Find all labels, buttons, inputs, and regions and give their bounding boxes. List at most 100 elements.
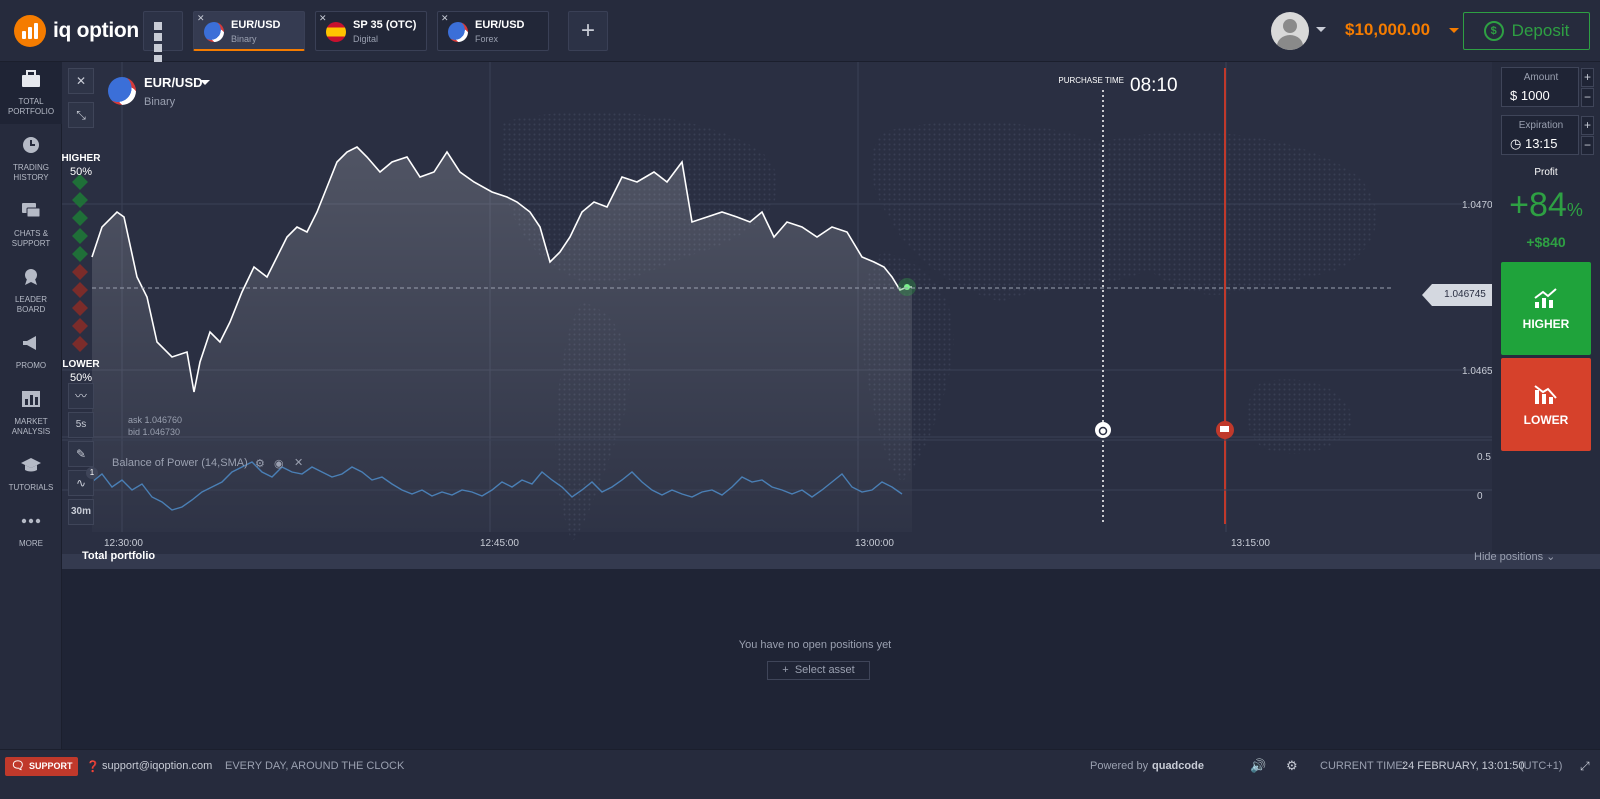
chat-icon	[22, 203, 41, 218]
higher-button-label: HIGHER	[1522, 317, 1570, 331]
support-email[interactable]: support@iqoption.com	[102, 760, 213, 772]
portfolio-header	[62, 554, 1600, 569]
close-chart-button[interactable]: ✕	[68, 68, 94, 94]
amount-increase-button[interactable]: +	[1581, 68, 1594, 87]
gear-icon[interactable]: ⚙	[255, 458, 265, 470]
stopwatch-icon	[1095, 422, 1111, 438]
gear-icon[interactable]: ⚙	[1286, 758, 1298, 773]
tab-asset-type: Binary	[231, 34, 257, 44]
expiration-label: Expiration	[1518, 120, 1564, 131]
quadcode-logo[interactable]: quadcode	[1152, 760, 1204, 772]
price-line	[91, 146, 912, 393]
logo[interactable]: iq option	[14, 14, 139, 48]
portfolio-title: Total portfolio	[82, 550, 156, 562]
chevron-down-icon: ⌄	[1546, 551, 1556, 563]
sidebar-item-label: CHATS & SUPPORT	[11, 229, 51, 248]
tab-asset-name: SP 35 (OTC)	[353, 19, 417, 31]
balance-of-power-line	[91, 461, 903, 511]
sentiment-lower-pct: 50%	[69, 372, 93, 384]
sidebar-item-market-analysis[interactable]: MARKET ANALYSIS	[0, 382, 62, 444]
sidebar-item-label: TOTAL PORTFOLIO	[7, 97, 55, 116]
y-tick-label: 1.0470	[1462, 200, 1493, 211]
amount-field[interactable]: Amount $ 1000	[1501, 67, 1579, 107]
x-tick-label: 13:15:00	[1231, 538, 1270, 549]
close-icon[interactable]: ✕	[294, 457, 304, 469]
chart-type-button[interactable]: 〰	[68, 383, 94, 409]
support-button[interactable]: 🗨 SUPPORT	[5, 757, 78, 776]
expiration-increase-button[interactable]: +	[1581, 116, 1594, 135]
grid-icon	[154, 22, 162, 30]
higher-button[interactable]: HIGHER	[1501, 262, 1591, 355]
sidebar-item-label: MARKET ANALYSIS	[11, 417, 51, 436]
expiration-field[interactable]: Expiration ◷ 13:15	[1501, 115, 1579, 155]
sidebar-item-total-portfolio[interactable]: TOTAL PORTFOLIO	[0, 62, 62, 124]
select-asset-button[interactable]: + Select asset	[767, 661, 870, 680]
fullscreen-icon[interactable]: ⤢	[1580, 759, 1590, 773]
sentiment-higher-label: HIGHER	[61, 153, 101, 164]
bid-price: bid 1.046730	[128, 427, 181, 437]
price-chart[interactable]: ✕ ⤡ 〰 5s ✎ ∿ 1 30m	[62, 62, 1492, 554]
account-balance[interactable]: $10,000.00	[1345, 20, 1431, 39]
indicator-label: Balance of Power (14,SMA)	[112, 457, 248, 469]
spain-flag-icon	[326, 22, 346, 42]
eu-us-flag-icon	[108, 77, 136, 105]
left-sidebar: TOTAL PORTFOLIO TRADING HISTORY CHATS & …	[0, 62, 62, 765]
candle-interval-button[interactable]: 5s	[68, 412, 94, 438]
drawing-tools-button[interactable]: ✎	[68, 441, 94, 467]
graduation-cap-icon	[21, 458, 41, 472]
sidebar-item-label: LEADER BOARD	[14, 295, 47, 314]
asset-tab-sp35[interactable]: ✕ SP 35 (OTC) Digital	[315, 11, 427, 51]
brand-name: iq option	[53, 19, 139, 42]
sidebar-item-tutorials[interactable]: TUTORIALS	[0, 448, 62, 500]
x-tick-label: 12:45:00	[480, 538, 519, 549]
amount-value[interactable]: $ 1000	[1510, 88, 1550, 103]
amount-decrease-button[interactable]: −	[1581, 88, 1594, 107]
current-price-tag: 1.046745	[1422, 284, 1498, 306]
asset-tab-eurusd-binary[interactable]: ✕ EUR/USD Binary	[193, 11, 305, 51]
amount-label: Amount	[1523, 72, 1559, 83]
timeframe-button[interactable]: 30m	[68, 499, 94, 525]
avatar[interactable]	[1271, 12, 1309, 50]
asset-tab-eurusd-forex[interactable]: ✕ EUR/USD Forex	[437, 11, 549, 51]
add-asset-button[interactable]: +	[568, 11, 608, 51]
close-icon[interactable]: ✕	[197, 13, 205, 23]
trend-down-icon	[1534, 385, 1557, 404]
collapse-chart-button[interactable]: ⤡	[68, 102, 94, 128]
deposit-label: Deposit	[1511, 21, 1570, 40]
lower-button[interactable]: LOWER	[1501, 358, 1591, 451]
sidebar-item-more[interactable]: MORE	[0, 504, 62, 556]
sidebar-item-promo[interactable]: PROMO	[0, 326, 62, 378]
sentiment-bar	[72, 174, 88, 352]
current-price-dot	[904, 284, 910, 290]
speaker-icon[interactable]: 🔊	[1250, 758, 1267, 773]
sidebar-item-chats-support[interactable]: CHATS & SUPPORT	[0, 194, 62, 256]
eu-us-flag-icon	[448, 22, 468, 42]
expiration-value[interactable]: ◷ 13:15	[1510, 136, 1558, 151]
dots-icon	[21, 518, 41, 524]
lower-button-label: LOWER	[1523, 413, 1569, 427]
x-tick-label: 12:30:00	[104, 538, 143, 549]
close-icon[interactable]: ✕	[319, 13, 327, 23]
expiration-decrease-button[interactable]: −	[1581, 136, 1594, 155]
close-icon[interactable]: ✕	[441, 13, 449, 23]
chevron-down-icon[interactable]	[1316, 27, 1326, 32]
chevron-down-icon[interactable]	[200, 80, 210, 85]
sidebar-item-leader-board[interactable]: LEADER BOARD	[0, 260, 62, 322]
chart-asset-type: Binary	[144, 96, 176, 108]
sidebar-item-trading-history[interactable]: TRADING HISTORY	[0, 128, 62, 190]
briefcase-icon	[22, 70, 40, 87]
eye-icon[interactable]: ◉	[274, 458, 284, 470]
deposit-button[interactable]: $ Deposit	[1463, 12, 1590, 50]
timezone-label: (UTC+1)	[1520, 760, 1563, 772]
chart-asset-name[interactable]: EUR/USD	[144, 75, 203, 90]
hide-positions-button[interactable]: Hide positions ⌄	[1474, 551, 1556, 563]
asset-grid-button[interactable]	[143, 11, 183, 63]
trend-up-icon	[1534, 288, 1557, 308]
support-hours: EVERY DAY, AROUND THE CLOCK	[225, 760, 405, 772]
sidebar-item-label: MORE	[19, 539, 43, 548]
empty-positions-text: You have no open positions yet	[738, 639, 892, 651]
megaphone-icon	[23, 336, 36, 350]
dollar-icon: $	[1483, 21, 1504, 41]
chevron-down-icon[interactable]	[1449, 28, 1459, 33]
